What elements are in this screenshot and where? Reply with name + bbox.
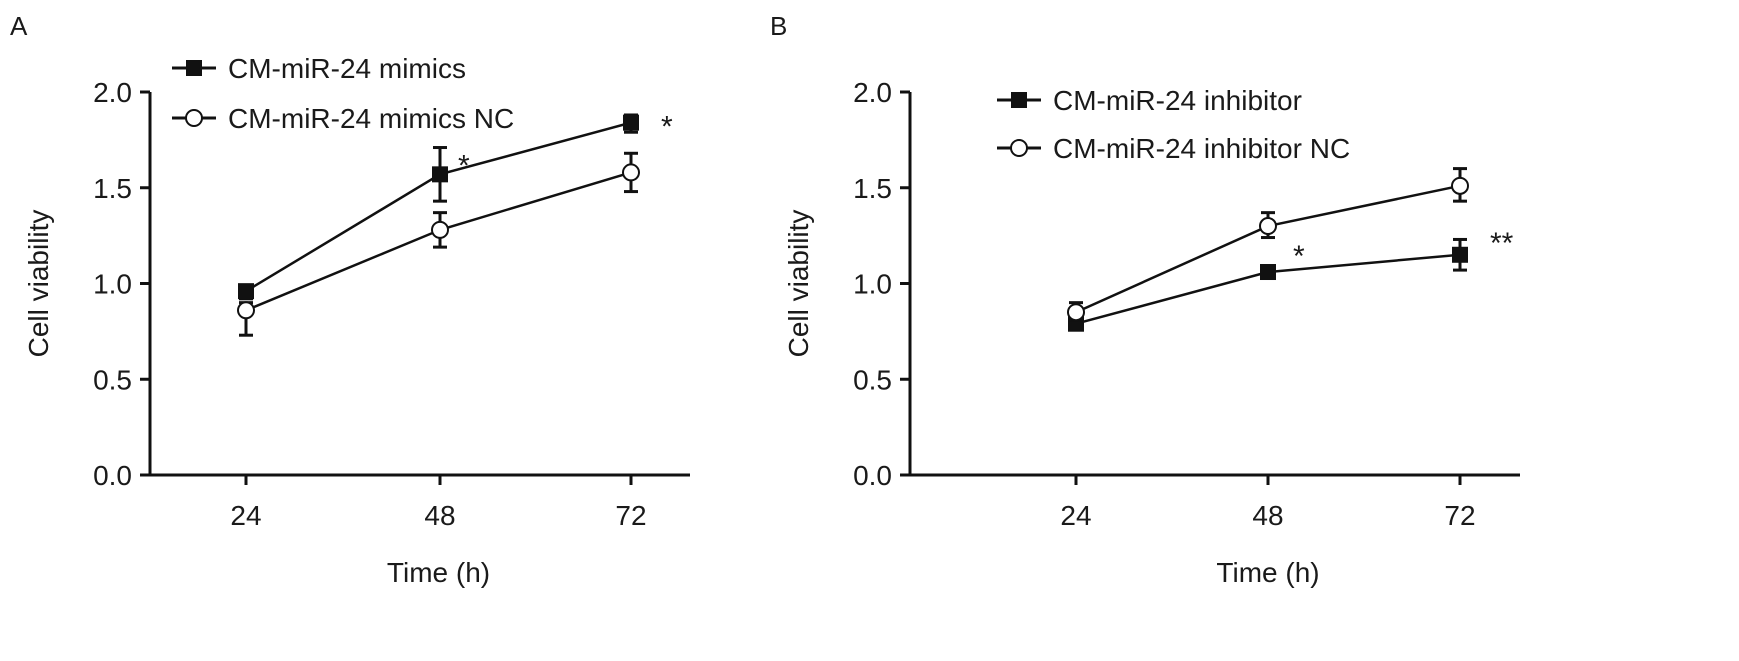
y-tick-label: 0.0 [93, 460, 132, 491]
significance-marker: ** [1490, 227, 1514, 260]
data-point-square [623, 114, 639, 131]
legend-marker-circle [185, 109, 203, 127]
y-axis-label: Cell viability [783, 210, 814, 358]
legend-marker-square [1011, 92, 1027, 108]
legend-marker-circle [1010, 139, 1028, 157]
data-point-circle [1451, 176, 1469, 195]
x-tick-label: 48 [424, 500, 455, 531]
y-tick-label: 1.5 [93, 173, 132, 204]
y-tick-label: 0.5 [853, 364, 892, 395]
y-tick-label: 1.5 [853, 173, 892, 204]
series-line [1075, 184, 1461, 314]
x-axis-label: Time (h) [1216, 557, 1319, 588]
data-point-square [1260, 264, 1276, 281]
x-tick-label: 48 [1252, 500, 1283, 531]
data-point-circle [431, 220, 449, 239]
x-tick-label: 24 [1060, 500, 1091, 531]
panel-a: A 0.0 0.5 1.0 1.5 2.0 24 48 72 Time (h) Cell viabi… [10, 11, 690, 588]
legend-marker-square [186, 60, 202, 76]
legend-label: CM-miR-24 inhibitor [1053, 85, 1302, 116]
data-point-square [238, 283, 254, 300]
legend-label: CM-miR-24 mimics NC [228, 103, 514, 134]
y-tick-label: 2.0 [853, 77, 892, 108]
y-axis-label: Cell viability [23, 210, 54, 358]
y-tick-label: 1.0 [853, 269, 892, 300]
data-point-circle [237, 301, 255, 320]
legend-label: CM-miR-24 inhibitor NC [1053, 133, 1350, 164]
data-point-square [1452, 246, 1468, 263]
significance-marker: * [661, 111, 673, 144]
x-tick-label: 72 [615, 500, 646, 531]
data-point-circle [1067, 303, 1085, 322]
y-tick-label: 0.0 [853, 460, 892, 491]
legend-label: CM-miR-24 mimics [228, 53, 466, 84]
panel-b: B 0.0 0.5 1.0 1.5 2.0 24 48 72 Time (h) Cell viabi… [770, 11, 1520, 588]
data-point-square [432, 166, 448, 183]
data-point-circle [622, 163, 640, 182]
panel-label: A [10, 11, 28, 41]
x-tick-label: 72 [1444, 500, 1475, 531]
x-axis-label: Time (h) [387, 557, 490, 588]
significance-marker: * [1293, 240, 1305, 273]
y-tick-label: 1.0 [93, 269, 132, 300]
y-tick-label: 0.5 [93, 364, 132, 395]
data-point-circle [1259, 217, 1277, 236]
y-tick-label: 2.0 [93, 77, 132, 108]
x-tick-label: 24 [230, 500, 261, 531]
panel-label: B [770, 11, 787, 41]
significance-marker: * [458, 150, 470, 183]
